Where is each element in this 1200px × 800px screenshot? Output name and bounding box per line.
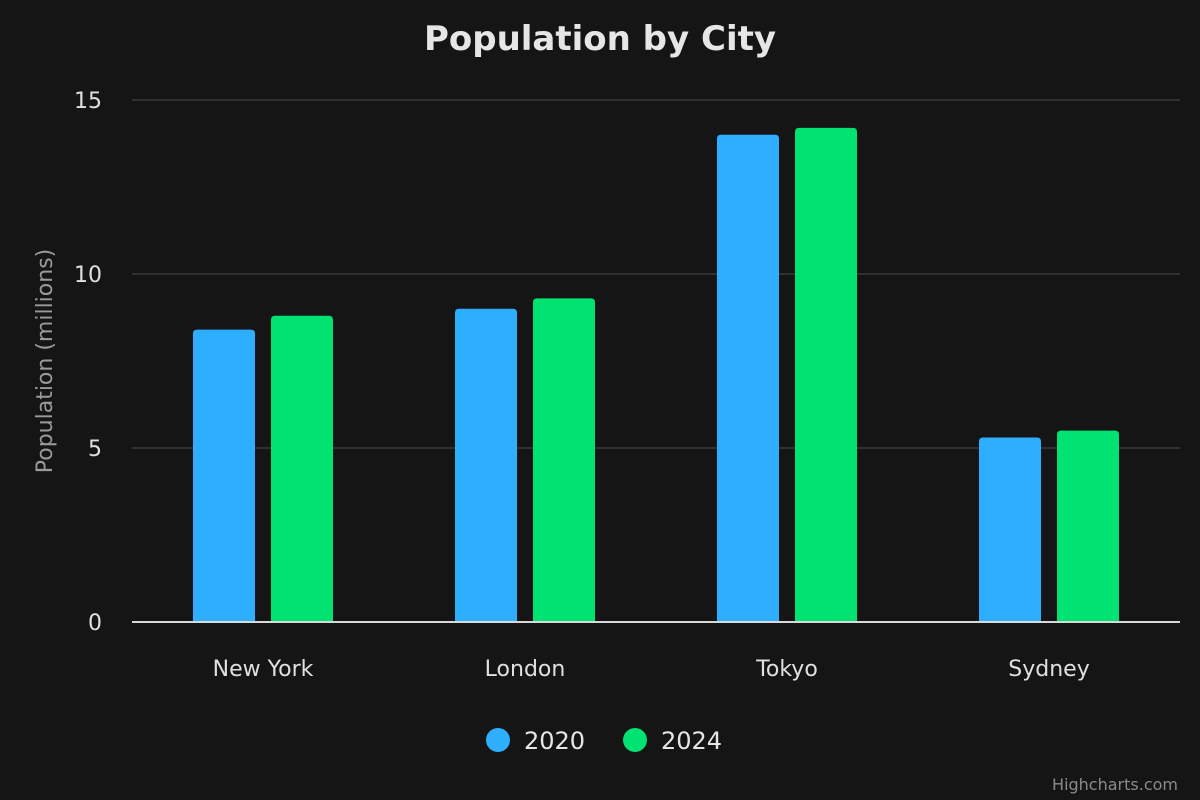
y-tick-label: 10 — [74, 263, 102, 288]
chart-title: Population by City — [424, 19, 776, 59]
legend-item-2020[interactable]: 2020 — [486, 727, 585, 755]
y-tick-label: 5 — [88, 437, 102, 462]
bar-london-2024[interactable] — [533, 298, 595, 622]
x-tick-label: London — [485, 657, 566, 682]
bar-sydney-2020[interactable] — [979, 437, 1041, 622]
x-tick-label: Sydney — [1008, 657, 1089, 682]
legend: 2020 2024 — [486, 727, 722, 755]
legend-label: 2020 — [524, 727, 585, 755]
x-tick-label: New York — [213, 657, 314, 682]
legend-label: 2024 — [661, 727, 722, 755]
bar-tokyo-2020[interactable] — [717, 134, 779, 623]
y-tick-label: 0 — [88, 611, 102, 636]
y-tick-label: 15 — [74, 89, 102, 114]
bar-sydney-2024[interactable] — [1057, 430, 1119, 622]
y-axis-ticks: 0 5 10 15 — [74, 89, 102, 636]
y-axis-title: Population (millions) — [33, 249, 58, 474]
bar-new-york-2020[interactable] — [193, 329, 255, 622]
bar-new-york-2024[interactable] — [271, 315, 333, 622]
legend-item-2024[interactable]: 2024 — [623, 727, 722, 755]
credits-link[interactable]: Highcharts.com — [1052, 775, 1178, 794]
x-axis-ticks: New York London Tokyo Sydney — [213, 657, 1090, 682]
bars — [193, 127, 1119, 623]
legend-marker-icon — [486, 728, 510, 752]
legend-marker-icon — [623, 728, 647, 752]
x-tick-label: Tokyo — [755, 657, 818, 682]
bar-london-2020[interactable] — [455, 308, 517, 622]
bar-tokyo-2024[interactable] — [795, 127, 857, 622]
